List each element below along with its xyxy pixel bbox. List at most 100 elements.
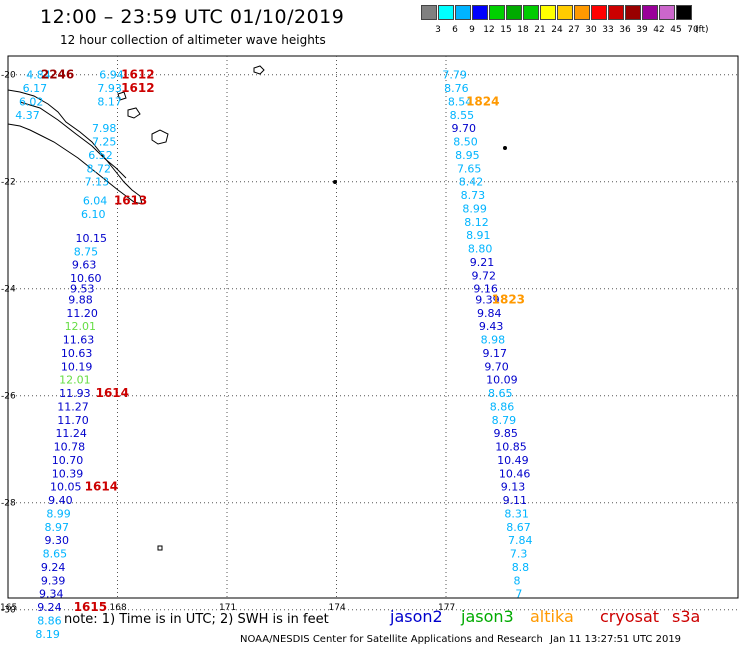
lat-tick-label: -30 <box>1 606 16 616</box>
satellite-label: s3a <box>672 607 701 626</box>
swh-value: 8.31 <box>504 507 529 520</box>
legend-label: 45 <box>670 25 682 35</box>
legend-unit: (ft) <box>695 25 709 35</box>
legend-swatch <box>659 5 675 20</box>
lon-tick-label: 165 <box>0 603 17 613</box>
legend-swatch <box>540 5 556 20</box>
satellite-label: cryosat <box>600 607 660 626</box>
pass-time-label: 1823 <box>492 292 525 306</box>
swh-value: 9.24 <box>37 601 62 614</box>
swh-value: 8.65 <box>488 387 512 400</box>
swh-value: 8.65 <box>43 548 68 561</box>
swh-value: 12.01 <box>65 320 97 333</box>
legend-label: 3 <box>435 25 441 35</box>
map-frame <box>7 55 739 599</box>
legend-swatch <box>608 5 624 20</box>
lon-tick-label: 177 <box>438 603 455 613</box>
swh-value: 8.50 <box>453 136 478 149</box>
swh-value: 8.98 <box>481 334 506 347</box>
swh-value: 9.85 <box>493 427 518 440</box>
swh-value: 10.39 <box>52 467 84 480</box>
data-labels: 4.846.176.024.37 6.947.938.17 7.987.256.52… <box>15 68 532 641</box>
lat-tick-label: -26 <box>1 392 16 402</box>
swh-value: 8.73 <box>461 189 486 202</box>
swh-value: 6.04 <box>83 194 108 207</box>
swh-value: 7.13 <box>85 176 110 189</box>
swh-value: 8.72 <box>86 162 111 175</box>
satellite-label: jason2 <box>390 607 443 626</box>
footer-credit: NOAA/NESDIS Center for Satellite Applica… <box>240 634 543 645</box>
swh-value: 11.24 <box>55 427 86 440</box>
legend-swatch <box>523 5 539 20</box>
swh-value: 8.76 <box>444 82 469 95</box>
new-caledonia-coast <box>7 89 143 205</box>
lat-tick-label: -22 <box>1 178 16 188</box>
swh-value: 9.43 <box>479 320 504 333</box>
legend-label: 9 <box>469 25 475 35</box>
swh-value: 9.11 <box>503 494 528 507</box>
legend-swatch <box>421 5 437 20</box>
swh-value: 6.94 <box>99 69 124 82</box>
swh-value: 9.13 <box>501 481 526 494</box>
swh-value: 8.8 <box>512 561 530 574</box>
small-island-3 <box>333 180 337 184</box>
swh-value: 7.65 <box>457 162 482 175</box>
pass-time-label: 1614 <box>96 386 129 400</box>
swh-value: 8.12 <box>464 216 489 229</box>
swh-value: 8.99 <box>462 202 487 215</box>
swh-value: 9.84 <box>477 307 502 320</box>
swh-value: 8.99 <box>46 507 70 520</box>
swh-value: 10.78 <box>54 441 86 454</box>
swh-value: 11.20 <box>66 307 98 320</box>
legend-swatch <box>676 5 692 20</box>
legend-label: 12 <box>483 25 495 35</box>
swh-value: 11.70 <box>57 414 89 427</box>
swh-value: 9.72 <box>472 269 497 282</box>
legend-label: 27 <box>568 25 580 35</box>
swh-value: 8.95 <box>455 149 480 162</box>
swh-value: 8.79 <box>492 414 517 427</box>
swh-value: 9.30 <box>45 534 70 547</box>
swh-value: 6.52 <box>88 149 113 162</box>
lat-tick-label: -20 <box>1 71 16 81</box>
loyalty-island-1 <box>151 129 169 145</box>
swh-value: 8.97 <box>45 521 70 534</box>
map-title: 12:00 – 23:59 UTC 01/10/2019 <box>40 6 345 28</box>
swh-value: 6.17 <box>23 82 47 95</box>
swh-value: 11.27 <box>57 400 89 413</box>
swh-value: 6.10 <box>81 208 106 221</box>
swh-value: 10.09 <box>486 374 518 387</box>
swh-value: 8.91 <box>466 229 491 242</box>
swh-value: 8.75 <box>74 245 99 258</box>
swh-value: 7.98 <box>92 122 117 135</box>
satellite-label: jason3 <box>461 607 514 626</box>
swh-value: 10.63 <box>61 347 93 360</box>
swh-value: 9.39 <box>41 574 66 587</box>
legend-swatch <box>506 5 522 20</box>
swh-value: 9.63 <box>72 259 97 272</box>
swh-value: 12.01 <box>59 374 91 387</box>
footer-note: note: 1) Time is in UTC; 2) SWH is in fe… <box>64 612 329 627</box>
swh-value: 9.88 <box>68 293 93 306</box>
pass-time-label: 2246 <box>41 68 74 82</box>
map-subtitle: 12 hour collection of altimeter wave hei… <box>60 33 326 47</box>
pass-time-label: 1614 <box>85 480 118 494</box>
legend-swatch <box>557 5 573 20</box>
legend-label: 70 <box>687 25 699 35</box>
legend-label: 33 <box>602 25 614 35</box>
swh-value: 4.37 <box>15 109 40 122</box>
map-grid: 165 168 171 174 177 -20 -22 -24 -26 -28 -30 <box>0 56 738 616</box>
swh-value: 11.93 <box>59 387 91 400</box>
swh-value: 8.86 <box>37 614 62 627</box>
swh-value: 6.02 <box>19 95 44 108</box>
swh-value: 9.53 <box>70 283 95 296</box>
swh-value: 8.67 <box>506 521 530 534</box>
swh-value: 9.40 <box>48 494 73 507</box>
swh-value: 8.80 <box>468 243 493 256</box>
swh-value: 7.93 <box>97 82 122 95</box>
swh-value: 9.17 <box>483 347 508 360</box>
swh-value: 11.63 <box>63 334 95 347</box>
swh-value: 9.24 <box>41 561 66 574</box>
swh-value: 10.85 <box>495 441 527 454</box>
small-island-4 <box>157 545 163 551</box>
